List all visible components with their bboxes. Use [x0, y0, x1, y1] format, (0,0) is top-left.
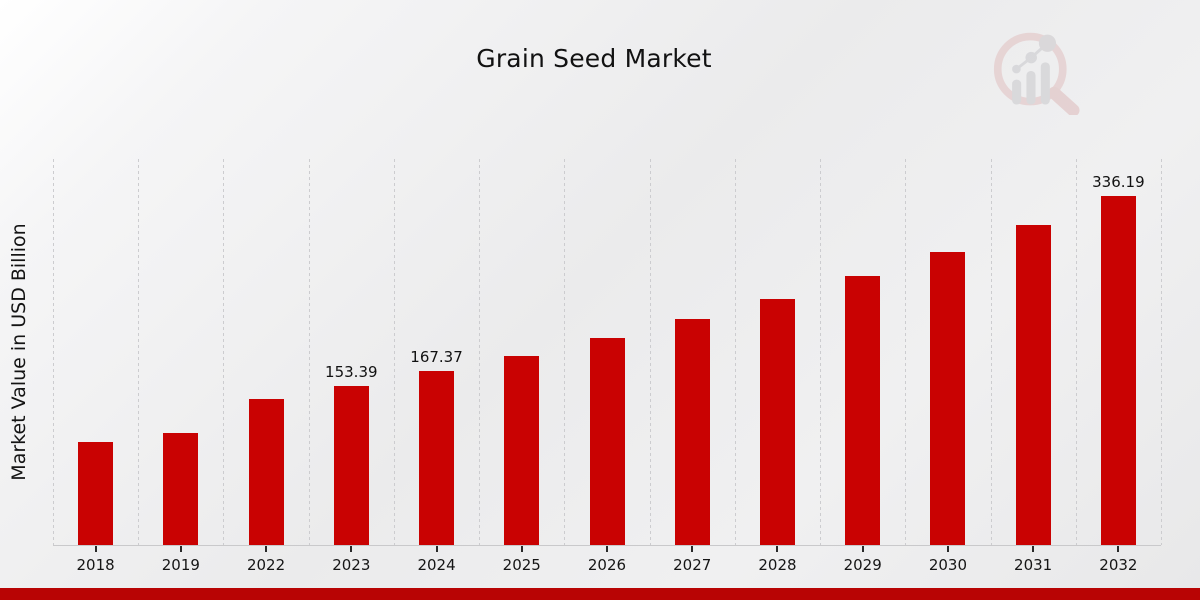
y-axis-label: Market Value in USD Billion — [8, 223, 30, 481]
x-axis-label: 2025 — [502, 556, 541, 574]
bar-value-label: 336.19 — [1092, 173, 1145, 192]
x-axis-label: 2030 — [928, 556, 967, 574]
x-axis-tick — [265, 546, 268, 552]
x-axis-label: 2028 — [758, 556, 797, 574]
gridline — [649, 159, 651, 545]
bar-value-label: 167.37 — [410, 348, 463, 367]
gridline — [308, 159, 310, 545]
bar-2022 — [248, 399, 284, 545]
x-axis-label: 2019 — [161, 556, 200, 574]
x-axis-tick — [776, 546, 779, 552]
gridline — [905, 159, 907, 545]
x-axis-tick — [350, 546, 353, 552]
gridline — [734, 159, 736, 545]
bar-2029 — [845, 276, 881, 545]
chart-title: Grain Seed Market — [476, 44, 712, 73]
x-axis-tick — [606, 546, 608, 552]
gridline — [564, 159, 566, 545]
x-axis-label: 2031 — [1014, 556, 1053, 574]
magnifier-bar-chart-icon — [993, 32, 1080, 115]
footer-accent-band — [0, 588, 1200, 600]
x-axis-label: 2027 — [673, 556, 712, 574]
bar-2023 — [333, 385, 369, 545]
plot-area: 2018 2019 2022 153.39 2023 167.37 2024 2025 2026… — [53, 159, 1162, 574]
bar-2028 — [759, 298, 795, 545]
x-axis-tick — [520, 546, 523, 552]
gridline — [53, 159, 54, 545]
x-axis-tick — [946, 546, 949, 552]
bar-2026 — [589, 338, 625, 545]
x-axis-tick — [1032, 546, 1035, 552]
x-axis-tick — [94, 546, 97, 552]
bar-value-label: 153.39 — [325, 362, 378, 381]
x-axis-label: 2029 — [843, 556, 882, 574]
gridline — [1161, 159, 1162, 545]
brand-watermark-logo — [993, 32, 1080, 115]
bar-2018 — [78, 442, 114, 545]
x-axis-label: 2032 — [1099, 556, 1138, 574]
bar-2025 — [504, 355, 540, 545]
x-axis-label: 2026 — [587, 556, 627, 574]
bar-2030 — [930, 252, 966, 545]
x-axis-label: 2022 — [246, 556, 286, 574]
gridline — [1075, 159, 1077, 545]
bar-2019 — [163, 432, 199, 545]
x-axis-tick — [179, 546, 182, 552]
gridline — [820, 159, 822, 545]
x-axis-label: 2018 — [76, 556, 115, 574]
x-axis-tick — [691, 546, 694, 552]
x-axis-tick — [861, 546, 864, 552]
bar-2032 — [1100, 196, 1136, 545]
x-axis-label: 2024 — [417, 556, 456, 574]
x-axis-tick — [435, 546, 438, 552]
gridline — [479, 159, 481, 545]
bar-2024 — [419, 371, 455, 545]
x-axis-tick — [1117, 546, 1120, 552]
x-axis-label: 2023 — [332, 556, 371, 574]
gridline — [990, 159, 992, 545]
bar-2031 — [1015, 225, 1051, 545]
gridline — [393, 159, 395, 545]
bar-2027 — [674, 319, 710, 545]
gridline — [138, 159, 140, 545]
gridline — [223, 159, 225, 545]
